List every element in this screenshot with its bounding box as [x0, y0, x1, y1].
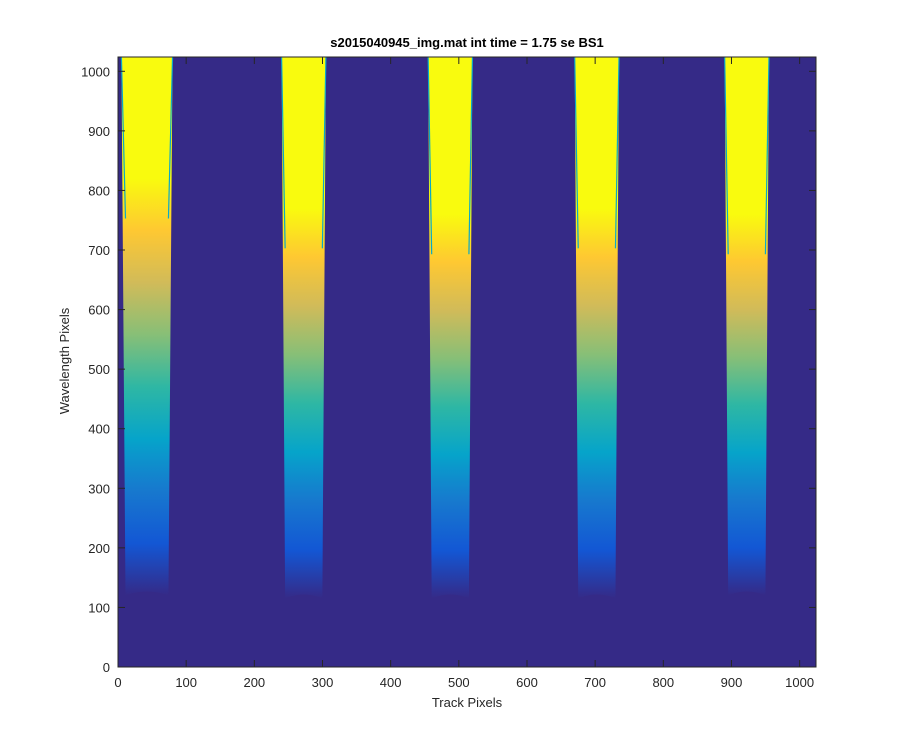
- x-tick-label-300: 300: [312, 675, 334, 690]
- signal-band-4: [574, 57, 620, 599]
- y-tick-label-400: 400: [88, 422, 110, 437]
- x-tick-label-500: 500: [448, 675, 470, 690]
- y-tick-label-1000: 1000: [81, 64, 110, 79]
- band-edge-right-2: [321, 56, 327, 249]
- chart-title: s2015040945_img.mat int time = 1.75 se B…: [330, 35, 604, 50]
- x-tick-label-900: 900: [721, 675, 743, 690]
- x-tick-label-700: 700: [584, 675, 606, 690]
- y-tick-label-300: 300: [88, 481, 110, 496]
- signal-band-5: [724, 57, 769, 596]
- y-tick-label-700: 700: [88, 243, 110, 258]
- x-tick-label-800: 800: [652, 675, 674, 690]
- band-edge-left-2: [280, 56, 286, 249]
- band-edge-left-1: [120, 56, 127, 219]
- x-axis-label: Track Pixels: [432, 695, 503, 710]
- x-tick-label-1000: 1000: [785, 675, 814, 690]
- y-tick-label-900: 900: [88, 124, 110, 139]
- axes: 0 100 200 300 400 500 600 700 800 900 1000 0 100 200 3…: [81, 56, 817, 690]
- band-edge-left-4: [574, 56, 579, 249]
- y-tick-label-500: 500: [88, 362, 110, 377]
- band-edge-left-3: [427, 56, 433, 255]
- y-tick-label-800: 800: [88, 183, 110, 198]
- y-tick-label-100: 100: [88, 600, 110, 615]
- plot-area: [118, 56, 816, 667]
- signal-band-2: [281, 57, 326, 599]
- band-edge-right-3: [468, 56, 474, 255]
- signal-band-1: [121, 57, 173, 596]
- y-tick-label-0: 0: [103, 660, 110, 675]
- x-tick-label-400: 400: [380, 675, 402, 690]
- band-edge-right-4: [614, 56, 620, 249]
- x-tick-label-600: 600: [516, 675, 538, 690]
- band-edge-left-5: [724, 56, 729, 255]
- x-tick-label-200: 200: [243, 675, 265, 690]
- signal-band-3: [428, 57, 473, 599]
- y-axis-label: Wavelength Pixels: [57, 307, 72, 414]
- band-edge-right-1: [167, 56, 174, 219]
- axes-box: [117, 56, 817, 668]
- x-tick-label-100: 100: [175, 675, 197, 690]
- x-tick-label-0: 0: [114, 675, 121, 690]
- y-tick-label-600: 600: [88, 303, 110, 318]
- y-tick-label-200: 200: [88, 541, 110, 556]
- band-edge-right-5: [764, 56, 770, 255]
